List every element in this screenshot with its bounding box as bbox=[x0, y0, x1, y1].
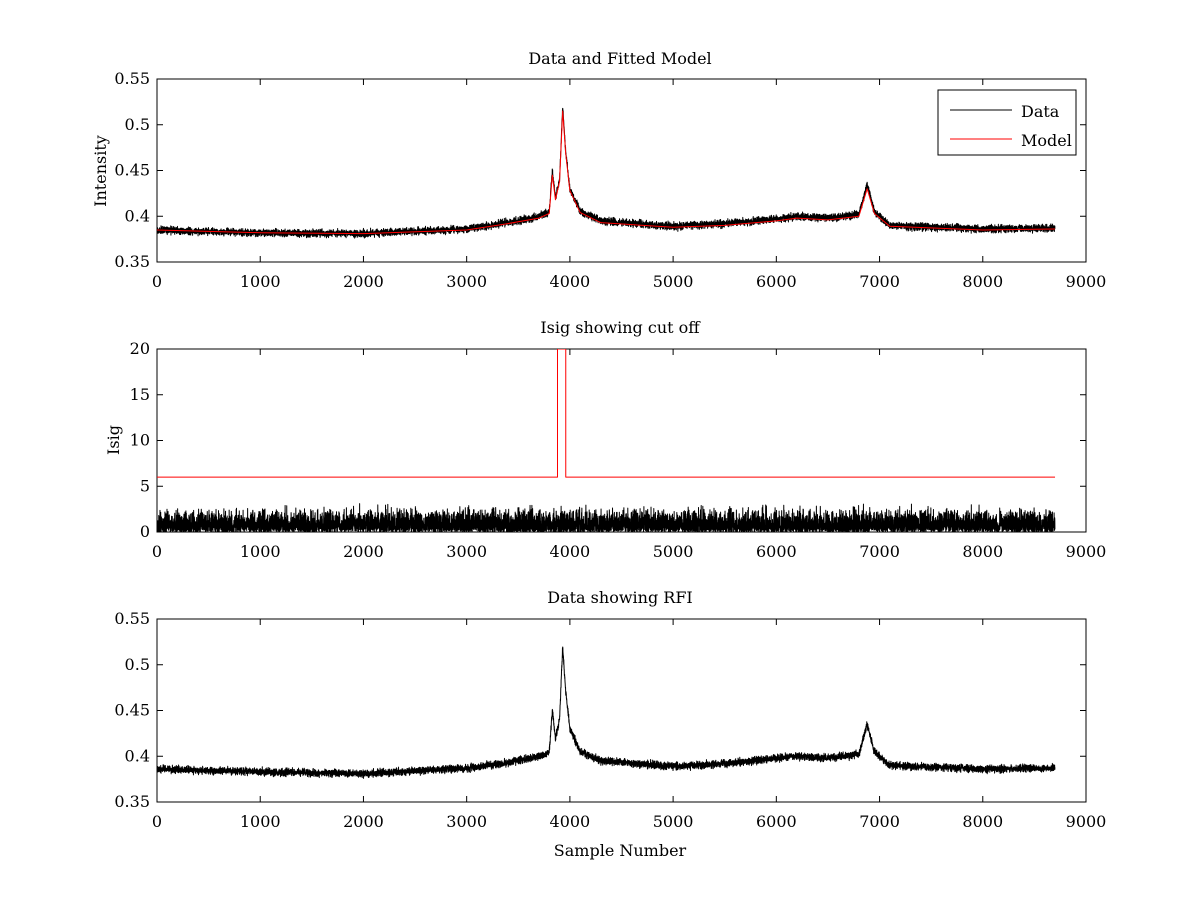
x-tick-label: 1000 bbox=[240, 542, 281, 561]
x-tick-label: 5000 bbox=[653, 542, 694, 561]
panel-data-rfi: Data showing RFI Sample Number 0 1000 2000… bbox=[114, 588, 1106, 860]
x-tick-label: 2000 bbox=[343, 812, 384, 831]
panel-isig-cutoff: Isig showing cut off Isig 0 1000 2000 3000 4… bbox=[104, 318, 1106, 561]
x-tick-label: 6000 bbox=[756, 272, 797, 291]
y-tick-label: 0.55 bbox=[114, 69, 150, 88]
x-tick-label: 9000 bbox=[1066, 272, 1107, 291]
x-tick-label: 5000 bbox=[653, 812, 694, 831]
x-tick-label: 4000 bbox=[550, 812, 591, 831]
x-tick-label: 6000 bbox=[756, 812, 797, 831]
x-tick-label: 0 bbox=[152, 812, 162, 831]
series-group bbox=[157, 107, 1056, 239]
x-tick-label: 0 bbox=[152, 542, 162, 561]
x-tick-label: 8000 bbox=[962, 812, 1003, 831]
legend-box bbox=[937, 89, 1077, 156]
x-tick-label: 7000 bbox=[859, 272, 900, 291]
plot-area: 0 1000 2000 3000 4000 5000 6000 7000 8000 9000 0.3… bbox=[114, 69, 1106, 291]
y-tick-label: 0.5 bbox=[125, 655, 150, 674]
x-tick-label: 4000 bbox=[550, 272, 591, 291]
plot-area: 0 1000 2000 3000 4000 5000 6000 7000 8000 9000 0.3… bbox=[114, 609, 1106, 831]
y-tick-label: 0.4 bbox=[125, 206, 150, 225]
y-tick-label: 0.4 bbox=[125, 746, 150, 765]
y-tick-label: 0.45 bbox=[114, 161, 150, 180]
x-axis-label: Sample Number bbox=[554, 841, 687, 860]
axes-frame bbox=[156, 348, 1087, 533]
y-tick-label: 0.5 bbox=[125, 115, 150, 134]
y-axis-label: Intensity bbox=[91, 135, 110, 207]
x-tick-label: 5000 bbox=[653, 272, 694, 291]
series-line-black bbox=[157, 646, 1056, 779]
plot-area: 0 1000 2000 3000 4000 5000 6000 7000 8000 9000 0 5 1… bbox=[130, 339, 1107, 561]
y-tick-label: 0.35 bbox=[114, 792, 150, 811]
x-tick-label: 1000 bbox=[240, 812, 281, 831]
legend: Data Model bbox=[937, 89, 1077, 156]
y-tick-label: 15 bbox=[130, 385, 150, 404]
series-line-red bbox=[157, 349, 1056, 478]
x-tick-label: 9000 bbox=[1066, 542, 1107, 561]
x-tick-label: 4000 bbox=[550, 542, 591, 561]
y-tick-label: 20 bbox=[130, 339, 150, 358]
x-tick-label: 8000 bbox=[962, 542, 1003, 561]
x-tick-label: 8000 bbox=[962, 272, 1003, 291]
x-tick-label: 6000 bbox=[756, 542, 797, 561]
y-tick-label: 5 bbox=[140, 476, 150, 495]
x-tick-label: 1000 bbox=[240, 272, 281, 291]
y-axis-label: Isig bbox=[104, 425, 123, 455]
series-line-black bbox=[157, 503, 1056, 532]
x-tick-label: 2000 bbox=[343, 272, 384, 291]
y-tick-label: 0 bbox=[140, 522, 150, 541]
x-tick-label: 3000 bbox=[446, 812, 487, 831]
panel-title: Isig showing cut off bbox=[540, 318, 701, 337]
x-tick-label: 9000 bbox=[1066, 812, 1107, 831]
y-tick-label: 10 bbox=[130, 431, 150, 450]
x-tick-label: 3000 bbox=[446, 272, 487, 291]
x-tick-label: 7000 bbox=[859, 812, 900, 831]
x-tick-label: 7000 bbox=[859, 542, 900, 561]
x-tick-label: 3000 bbox=[446, 542, 487, 561]
x-tick-label: 2000 bbox=[343, 542, 384, 561]
panel-data-fitted-model: Data and Fitted Model Intensity 0 1000 200… bbox=[91, 49, 1106, 291]
panel-title: Data showing RFI bbox=[547, 588, 692, 607]
legend-label-data: Data bbox=[1021, 102, 1060, 121]
y-tick-label: 0.35 bbox=[114, 252, 150, 271]
series-group bbox=[157, 349, 1056, 532]
y-tick-label: 0.45 bbox=[114, 701, 150, 720]
y-tick-label: 0.55 bbox=[114, 609, 150, 628]
panel-title: Data and Fitted Model bbox=[528, 49, 711, 68]
x-tick-label: 0 bbox=[152, 272, 162, 291]
legend-label-model: Model bbox=[1021, 131, 1072, 150]
series-group bbox=[157, 646, 1056, 779]
series-line-model bbox=[157, 110, 1056, 235]
